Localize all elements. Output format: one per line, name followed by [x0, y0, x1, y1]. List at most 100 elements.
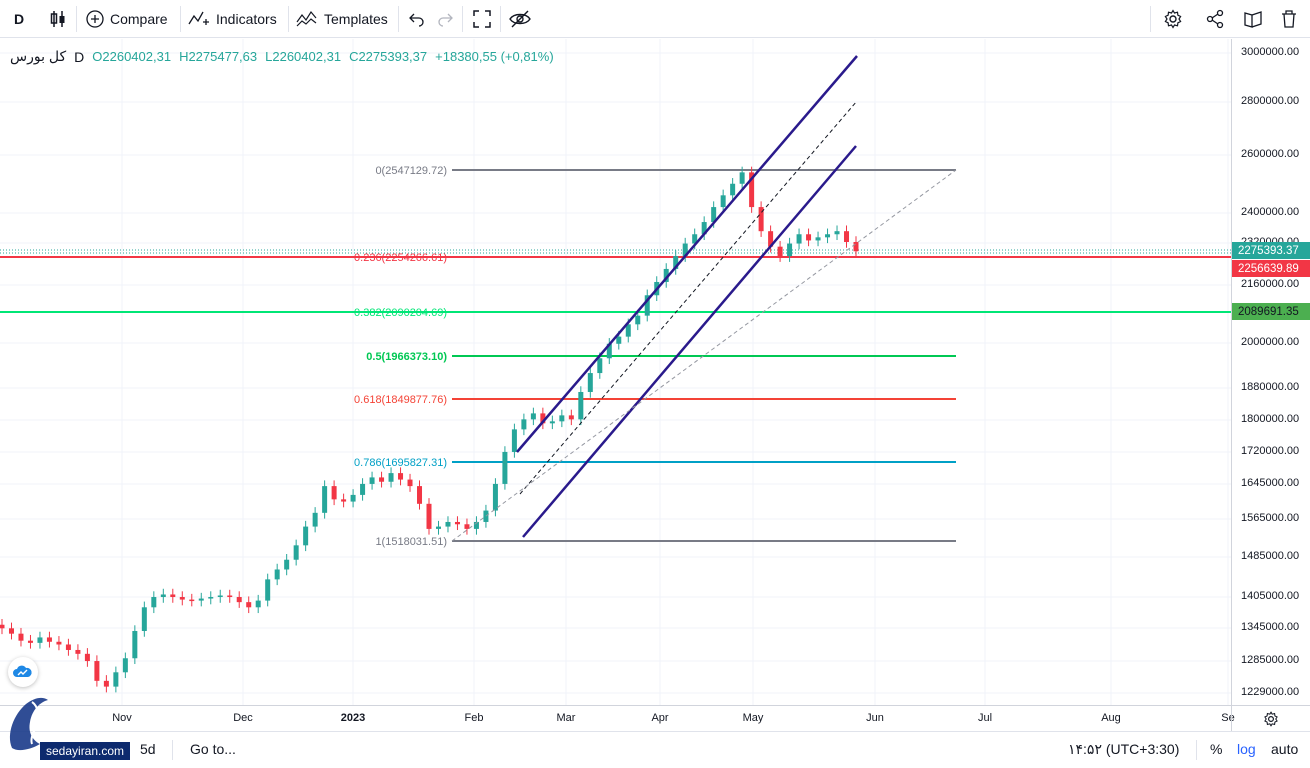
- percent-toggle[interactable]: %: [1210, 741, 1223, 757]
- trash-icon[interactable]: [1280, 0, 1298, 38]
- price-axis-label: 1720000.00: [1241, 445, 1300, 457]
- legend-open: O2260402,31: [92, 49, 172, 64]
- candle-body: [853, 241, 859, 252]
- price-axis-label: 1285000.00: [1241, 654, 1300, 666]
- candle-body: [464, 524, 470, 529]
- price-axis-label: 2600000.00: [1241, 148, 1300, 160]
- indicators-button[interactable]: Indicators: [188, 0, 277, 38]
- price-axis-label: 2160000.00: [1241, 278, 1300, 290]
- hide-eye-icon[interactable]: [508, 0, 532, 38]
- channel-median-line: [519, 100, 858, 495]
- candle-body: [284, 559, 290, 570]
- undo-icon[interactable]: [408, 0, 426, 38]
- gear-icon: [1264, 710, 1278, 727]
- candle-body: [587, 373, 593, 392]
- fib-trend-line: [451, 169, 957, 542]
- candle-body: [720, 195, 726, 208]
- candle-body: [132, 630, 138, 659]
- candle-body: [46, 637, 52, 642]
- candle-body: [303, 526, 309, 546]
- price-axis-label: 1645000.00: [1241, 477, 1300, 489]
- price-axis[interactable]: 3000000.00 2800000.00 2600000.00 2400000.00…: [1231, 39, 1310, 705]
- fib-level-label: 0.236(2254266.61): [354, 252, 447, 264]
- candle-body: [483, 510, 489, 522]
- price-axis-label: 2800000.00: [1241, 95, 1300, 107]
- candle-body: [454, 521, 460, 525]
- candle-body: [787, 243, 793, 257]
- candle-body: [663, 268, 669, 282]
- candle-body: [796, 234, 802, 244]
- candle-body: [445, 521, 451, 527]
- candle-body: [730, 183, 736, 196]
- candle-body: [777, 246, 783, 257]
- fullscreen-icon[interactable]: [472, 0, 492, 38]
- redo-icon[interactable]: [436, 0, 454, 38]
- channel-lower-line: [522, 145, 857, 538]
- candle-body: [844, 231, 850, 242]
- candle-body: [673, 256, 679, 269]
- candle-body: [246, 602, 252, 608]
- candle-body: [208, 597, 214, 599]
- symbol-name[interactable]: کل بورس: [10, 48, 67, 64]
- share-icon[interactable]: [1205, 0, 1225, 38]
- candle-body: [606, 343, 612, 359]
- price-axis-label: 1565000.00: [1241, 512, 1300, 524]
- timezone-button[interactable]: ۱۴:۵۲ (UTC+3:30): [1068, 741, 1180, 757]
- candle-body: [341, 499, 347, 502]
- candle-body: [369, 477, 375, 484]
- candle-body: [65, 644, 71, 650]
- candle-body: [568, 415, 574, 420]
- candle-body: [502, 451, 508, 484]
- time-axis-label: Feb: [464, 712, 484, 724]
- candle-body: [597, 358, 603, 374]
- candle-body: [834, 231, 840, 235]
- candle-body: [160, 594, 166, 598]
- candle-body: [435, 526, 441, 529]
- axis-settings-button[interactable]: [1231, 705, 1310, 731]
- time-axis[interactable]: Nov Dec 2023 Feb Mar Apr May Jun Jul Aug Se: [0, 705, 1235, 731]
- candlestick-series: [0, 166, 859, 693]
- tradingview-logo[interactable]: [8, 657, 38, 687]
- compare-button[interactable]: Compare: [86, 0, 168, 38]
- candle-body: [768, 231, 774, 247]
- price-axis-label: 2400000.00: [1241, 206, 1300, 218]
- candle-body: [682, 243, 688, 257]
- time-axis-label: May: [742, 712, 764, 724]
- candle-body: [559, 415, 565, 422]
- candle-body: [407, 479, 413, 487]
- log-toggle[interactable]: log: [1237, 741, 1256, 757]
- templates-button[interactable]: Templates: [296, 0, 388, 38]
- publish-book-icon[interactable]: [1243, 0, 1263, 38]
- candle-body: [122, 658, 128, 673]
- timeframe-5d-button[interactable]: 5d: [140, 741, 156, 757]
- time-axis-label: Apr: [651, 712, 669, 724]
- candle-body: [27, 640, 33, 643]
- time-axis-label: 2023: [340, 712, 366, 724]
- interval-button[interactable]: D: [14, 11, 25, 27]
- candle-body: [398, 473, 404, 480]
- goto-button[interactable]: Go to...: [190, 741, 236, 757]
- settings-gear-icon[interactable]: [1163, 0, 1183, 38]
- plus-circle-icon: [86, 10, 104, 28]
- fibonacci-retracement: 0(2547129.72) 0.236(2254266.61) 0.382(2090…: [0, 165, 1231, 548]
- cloud-logo-icon: [13, 665, 32, 677]
- candle-body: [350, 494, 356, 502]
- time-axis-label: Aug: [1101, 712, 1121, 724]
- legend-high: H2275477,63: [179, 49, 258, 64]
- candle-body: [625, 324, 631, 337]
- candle-body: [198, 598, 204, 601]
- candles-icon[interactable]: [48, 0, 68, 38]
- price-axis-label: 1880000.00: [1241, 381, 1300, 393]
- time-axis-label: Dec: [233, 712, 253, 724]
- candle-body: [103, 680, 109, 687]
- auto-toggle[interactable]: auto: [1271, 741, 1299, 757]
- price-chart[interactable]: 0(2547129.72) 0.236(2254266.61) 0.382(2090…: [0, 39, 1231, 705]
- watermark-logo: sedayiran.com: [0, 690, 150, 762]
- candle-body: [739, 172, 745, 184]
- chart-area[interactable]: 0(2547129.72) 0.236(2254266.61) 0.382(2090…: [0, 39, 1231, 705]
- legend-close: C2275393,37: [349, 49, 428, 64]
- candle-body: [426, 503, 432, 529]
- watermark-text: sedayiran.com: [40, 742, 131, 760]
- trend-channel-drawing: [451, 55, 957, 542]
- candle-body: [37, 637, 43, 643]
